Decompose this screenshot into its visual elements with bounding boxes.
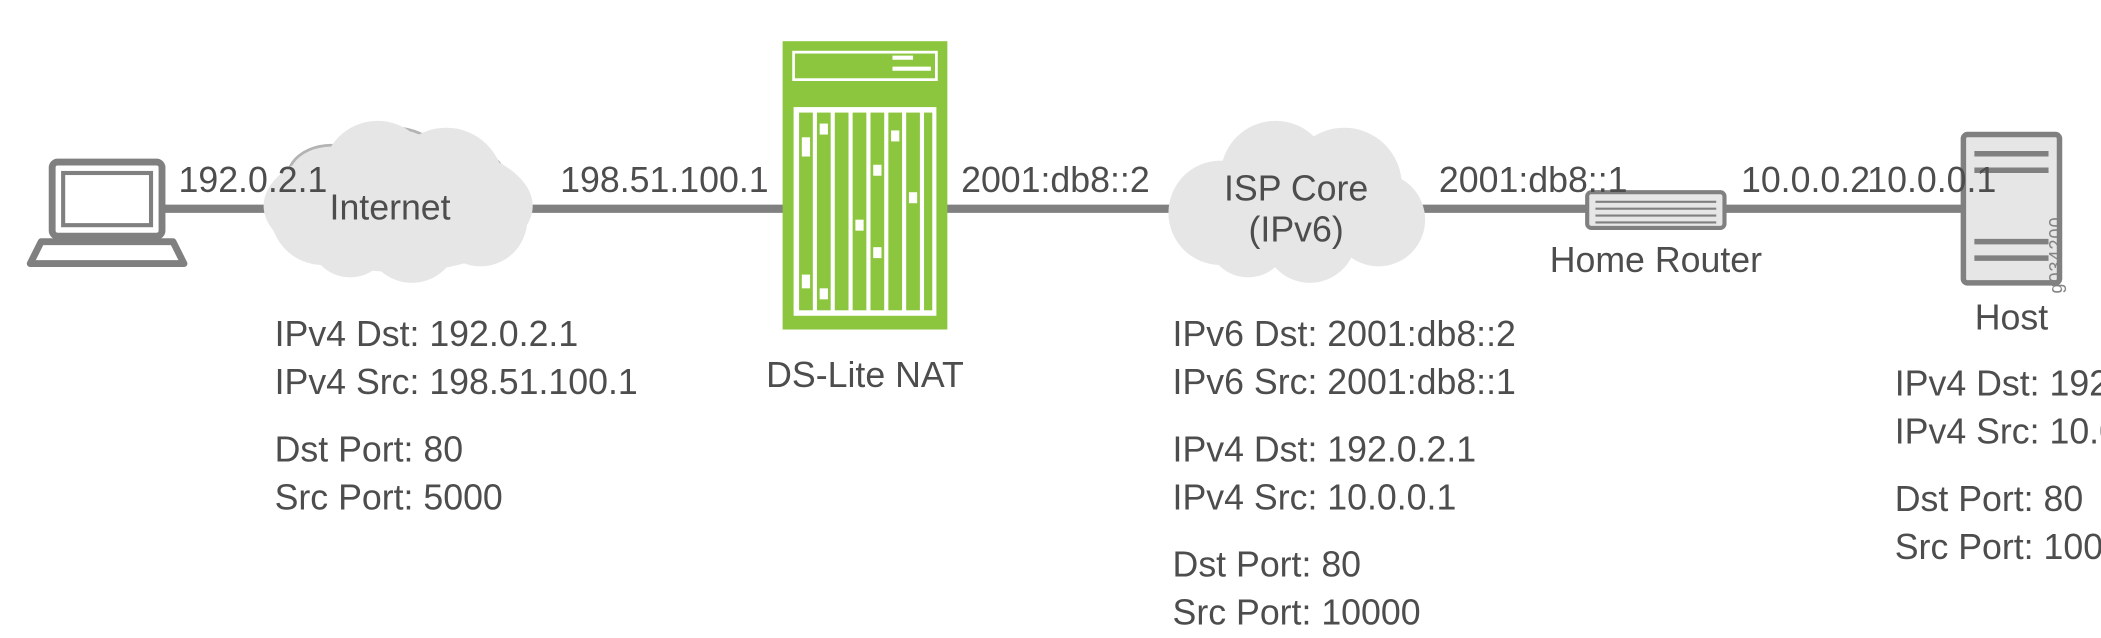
packet-row: Src Port: 10000: [1895, 523, 2101, 571]
laptop-icon: [30, 162, 184, 264]
diagram-id: g034200: [2046, 216, 2067, 293]
packet-row: IPv4 Src: 198.51.100.1: [275, 358, 638, 406]
packet-row: IPv4 Dst: 192.0.2.1: [275, 310, 638, 358]
packet-isp: IPv6 Dst: 2001:db8::2IPv6 Src: 2001:db8:…: [1173, 310, 1516, 638]
ip-isp-right: 2001:db8::1: [1439, 159, 1628, 202]
packet-host: IPv4 Dst: 192.0.2.1IPv4 Src: 10.0.0.1 Dst…: [1895, 360, 2101, 572]
dslite-router-icon: [783, 41, 948, 329]
internet-cloud-label: Internet: [330, 187, 451, 230]
diagram-root: Internet DS-Lite NAT ISP Core (IPv6) Hom…: [0, 0, 2101, 509]
packet-row: Dst Port: 80: [1173, 541, 1516, 589]
packet-row: IPv6 Src: 2001:db8::1: [1173, 358, 1516, 406]
packet-row: Dst Port: 80: [1895, 475, 2101, 523]
ip-home-router: 10.0.0.2: [1741, 159, 1870, 202]
dslite-label: DS-Lite NAT: [766, 354, 964, 397]
packet-row: Src Port: 5000: [275, 474, 638, 522]
packet-row: Dst Port: 80: [275, 426, 638, 474]
packet-row: IPv4 Dst: 192.0.2.1: [1895, 360, 2101, 408]
home-router-label: Home Router: [1550, 239, 1762, 282]
isp-cloud-label2: (IPv6): [1249, 209, 1344, 252]
packet-row: IPv4 Src: 10.0.0.1: [1895, 408, 2101, 456]
packet-row: IPv4 Src: 10.0.0.1: [1173, 474, 1516, 522]
packet-internet: IPv4 Dst: 192.0.2.1IPv4 Src: 198.51.100.…: [275, 310, 638, 522]
packet-row: IPv6 Dst: 2001:db8::2: [1173, 310, 1516, 358]
host-label: Host: [1975, 297, 2048, 340]
ip-host: 10.0.0.1: [1867, 159, 1996, 202]
packet-row: IPv4 Dst: 192.0.2.1: [1173, 426, 1516, 474]
isp-cloud-label1: ISP Core: [1224, 168, 1368, 211]
ip-internet-right: 198.51.100.1: [560, 159, 768, 202]
ip-dslite-right: 2001:db8::2: [961, 159, 1150, 202]
packet-row: Src Port: 10000: [1173, 590, 1516, 638]
ip-laptop: 192.0.2.1: [178, 159, 327, 202]
